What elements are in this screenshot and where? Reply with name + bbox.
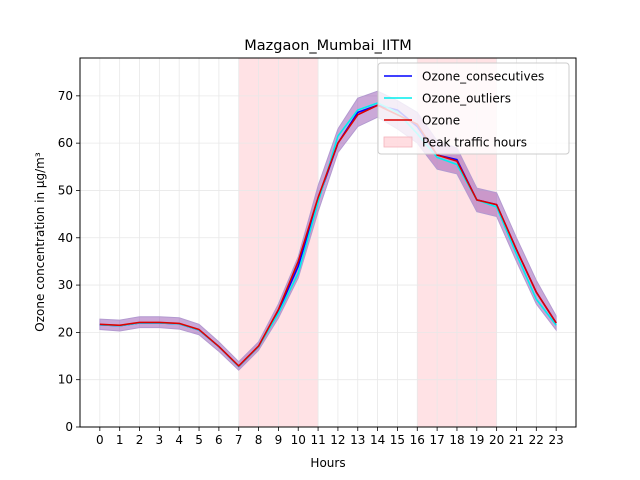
x-tick-label: 7 [235,433,243,447]
y-tick-label: 0 [65,420,73,434]
x-tick-label: 6 [215,433,223,447]
x-tick-label: 23 [549,433,564,447]
x-tick-label: 14 [370,433,385,447]
legend: Ozone_consecutives Ozone_outliers Ozone Pea… [377,62,570,155]
x-tick-label: 20 [489,433,504,447]
x-tick-label: 22 [529,433,544,447]
chart-title: Mazgaon_Mumbai_IITM [244,38,412,54]
x-tick-label: 11 [310,433,325,447]
x-tick-label: 15 [390,433,405,447]
y-tick-label: 20 [58,325,73,339]
x-tick-label: 3 [156,433,164,447]
legend-label: Peak traffic hours [422,136,527,150]
legend-label: Ozone [422,114,460,128]
x-tick-label: 21 [509,433,524,447]
confidence-band [99,90,557,371]
x-tick-label: 16 [410,433,425,447]
x-tick-label: 12 [330,433,345,447]
x-axis-label: Hours [310,456,345,470]
y-tick-label: 10 [58,373,73,387]
x-tick-label: 2 [136,433,144,447]
legend-label: Ozone_outliers [422,92,511,106]
x-tick-label: 19 [469,433,484,447]
x-tick-label: 4 [175,433,183,447]
x-tick-label: 13 [350,433,365,447]
x-tick-label: 1 [116,433,124,447]
y-tick-label: 50 [58,183,73,197]
y-tick-label: 70 [58,89,73,103]
y-axis-label: Ozone concentration in µg/m³ [33,152,47,332]
y-tick-label: 30 [58,278,73,292]
x-tick-label: 10 [291,433,306,447]
axes-frame [79,57,577,428]
x-tick-label: 18 [449,433,464,447]
x-tick-label: 0 [96,433,104,447]
x-tick-label: 9 [275,433,283,447]
x-tick-label: 17 [429,433,444,447]
y-tick-label: 40 [58,231,73,245]
x-tick-label: 5 [195,433,203,447]
y-tick-label: 60 [58,136,73,150]
series-line-ozone [99,104,557,367]
x-tick-label: 8 [255,433,263,447]
legend-swatch [383,136,413,148]
legend-box [377,62,570,155]
legend-label: Ozone_consecutives [422,70,544,84]
